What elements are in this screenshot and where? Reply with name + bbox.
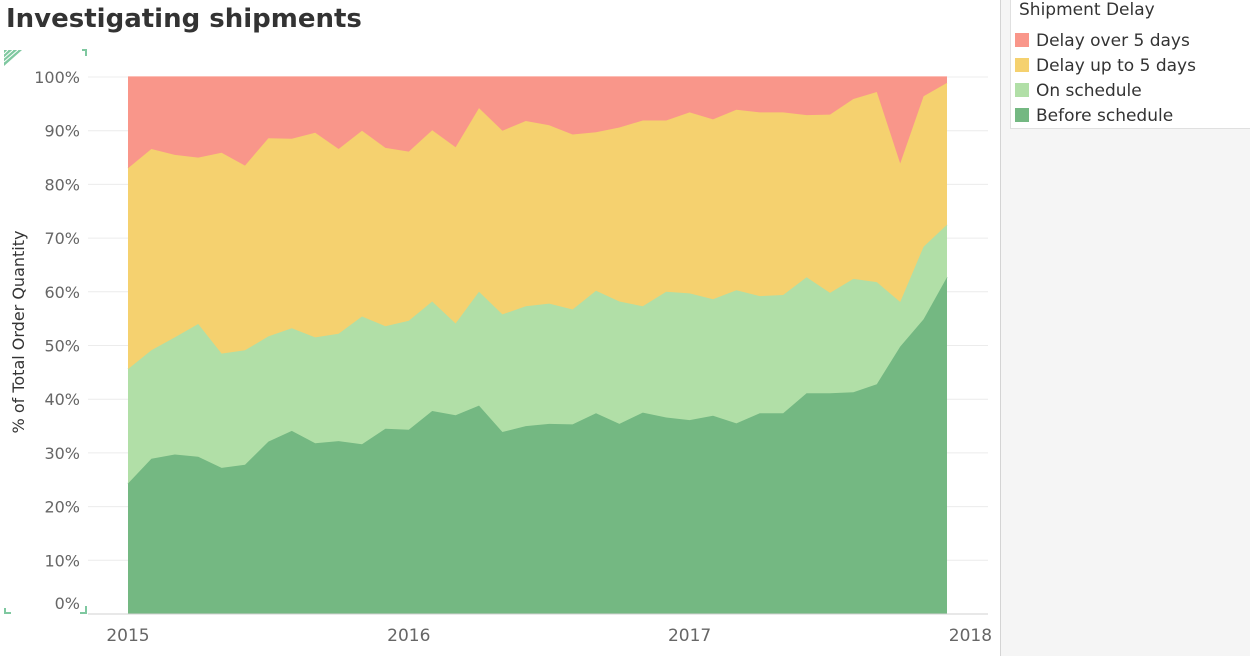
x-tick-label: 2015 [106,626,149,646]
x-tick-label: 2016 [387,626,430,646]
x-axis: 2015 2016 2017 2018 [88,613,992,646]
y-tick-label: 100% [34,68,80,87]
legend-swatch [1015,58,1029,72]
legend-label: Before schedule [1036,106,1174,126]
y-tick-label: 0% [55,594,80,613]
y-tick-label: 20% [44,498,80,517]
y-tick-label: 10% [44,551,80,570]
legend-item-delay-over-5-days[interactable]: Delay over 5 days [1015,31,1190,53]
frame-corner-marks [4,49,87,614]
legend-panel [1000,0,1250,656]
legend-item-on-schedule[interactable]: On schedule [1015,81,1142,103]
legend-swatch [1015,83,1029,97]
y-tick-label: 50% [44,337,80,356]
y-tick-label: 30% [44,444,80,463]
legend-item-delay-up-to-5-days[interactable]: Delay up to 5 days [1015,56,1196,78]
legend-swatch [1015,33,1029,47]
area-delay-up-to-5-days[interactable] [128,82,947,370]
y-axis-label: % of Total Order Quantity [9,231,28,434]
legend-label: Delay up to 5 days [1036,56,1196,76]
area-series-group [127,76,948,614]
chart-title: Investigating shipments [6,4,362,34]
y-tick-label: 70% [44,229,80,248]
legend-title: Shipment Delay [1019,0,1155,20]
area-before-schedule[interactable] [128,277,947,614]
legend-label: Delay over 5 days [1036,31,1190,51]
area-on-schedule[interactable] [128,224,947,484]
y-tick-label: 90% [44,122,80,141]
y-tick-label: 40% [44,390,80,409]
area-delay-over-5-days[interactable] [128,77,947,169]
legend-box [1010,0,1250,129]
x-tick-label: 2018 [949,626,992,646]
x-tick-label: 2017 [668,626,711,646]
y-tick-label: 80% [44,175,80,194]
legend-item-before-schedule[interactable]: Before schedule [1015,106,1173,128]
y-axis: 0% 10% 20% 30% 40% 50% 60% 70% 80% 90% 100% [34,68,80,613]
corner-indicator-icon [4,50,22,66]
y-tick-label: 60% [44,283,80,302]
legend-label: On schedule [1036,81,1142,101]
stacked-area-chart: 0%10%20%30%40%50%60%70%80%90%100% 2015 20… [4,49,992,646]
legend-swatch [1015,108,1029,122]
